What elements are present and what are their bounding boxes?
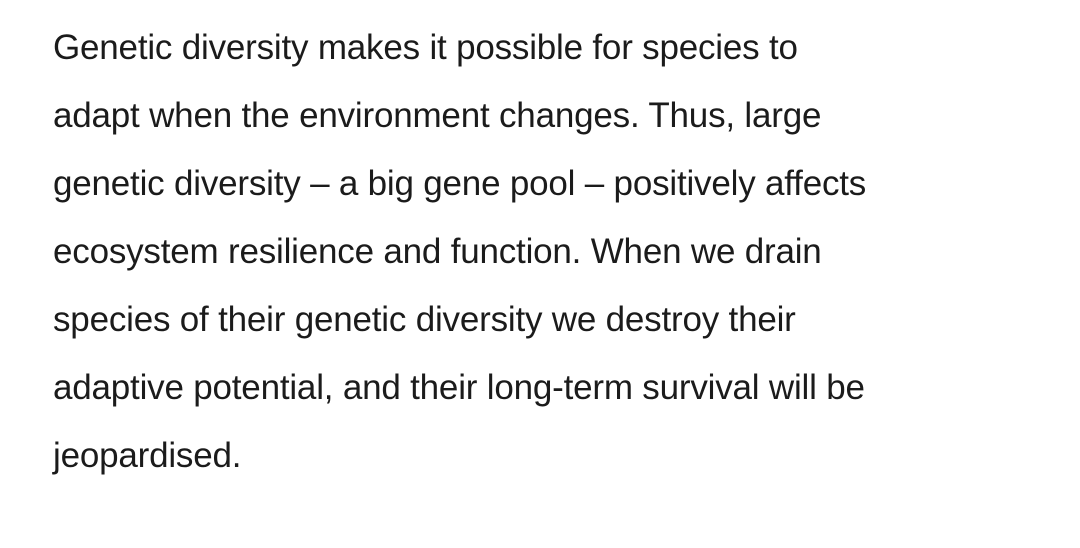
paragraph-line: Genetic diversity makes it possible for … (53, 28, 798, 67)
paragraph-line: species of their genetic diversity we de… (53, 300, 796, 339)
paragraph-line: adaptive potential, and their long-term … (53, 368, 865, 407)
paragraph-line: adapt when the environment changes. Thus… (53, 96, 822, 135)
paragraph-line: ecosystem resilience and function. When … (53, 232, 822, 271)
article-paragraph: Genetic diversity makes it possible for … (53, 14, 1063, 490)
paragraph-line: genetic diversity – a big gene pool – po… (53, 164, 867, 203)
paragraph-line: jeopardised. (53, 436, 242, 475)
